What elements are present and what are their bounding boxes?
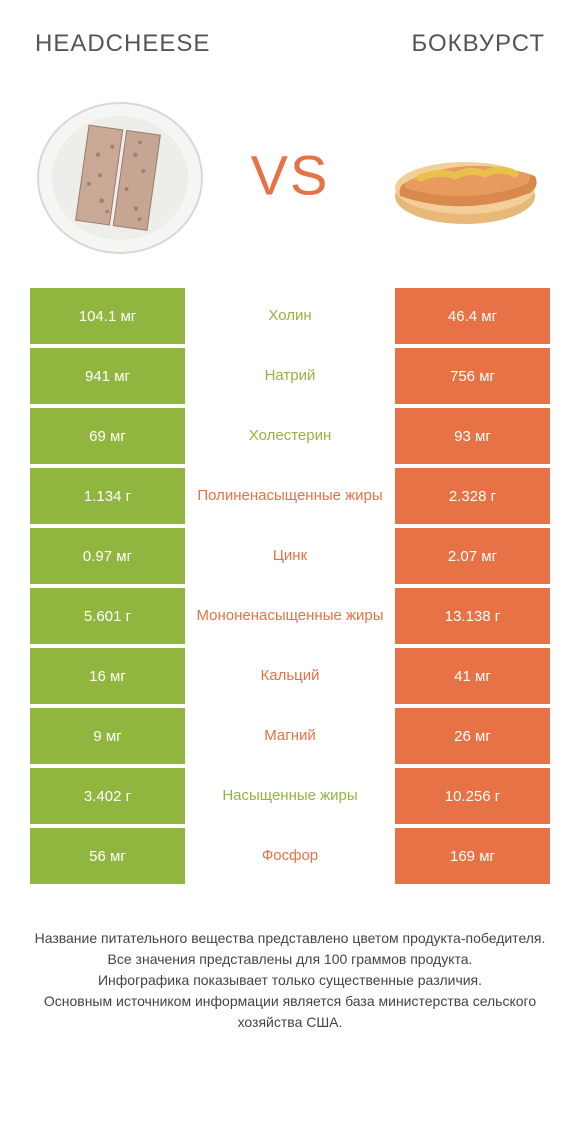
comparison-table: 104.1 мгХолин46.4 мг941 мгНатрий756 мг69…	[0, 288, 580, 884]
headcheese-image	[30, 88, 210, 258]
table-row: 941 мгНатрий756 мг	[30, 348, 550, 404]
table-row: 0.97 мгЦинк2.07 мг	[30, 528, 550, 584]
nutrient-label: Кальций	[185, 648, 395, 704]
bockwurst-image	[370, 88, 550, 258]
value-right: 2.328 г	[395, 468, 550, 524]
value-left: 3.402 г	[30, 768, 185, 824]
nutrient-label: Фосфор	[185, 828, 395, 884]
value-left: 104.1 мг	[30, 288, 185, 344]
table-row: 69 мгХолестерин93 мг	[30, 408, 550, 464]
nutrient-label: Магний	[185, 708, 395, 764]
table-row: 56 мгФосфор169 мг	[30, 828, 550, 884]
footer-line-2: Все значения представлены для 100 граммо…	[30, 949, 550, 970]
table-row: 9 мгМагний26 мг	[30, 708, 550, 764]
value-right: 10.256 г	[395, 768, 550, 824]
value-left: 1.134 г	[30, 468, 185, 524]
title-right: БОКВУРСТ	[411, 30, 545, 58]
footer-line-3: Инфографика показывает только существенн…	[30, 970, 550, 991]
header: HEADCHEESE БОКВУРСТ	[0, 0, 580, 68]
value-right: 93 мг	[395, 408, 550, 464]
footer-note: Название питательного вещества представл…	[0, 888, 580, 1033]
table-row: 104.1 мгХолин46.4 мг	[30, 288, 550, 344]
nutrient-label: Цинк	[185, 528, 395, 584]
footer-line-4: Основным источником информации является …	[30, 991, 550, 1033]
value-right: 2.07 мг	[395, 528, 550, 584]
title-left: HEADCHEESE	[35, 30, 210, 58]
nutrient-label: Натрий	[185, 348, 395, 404]
value-left: 5.601 г	[30, 588, 185, 644]
images-row: VS	[0, 68, 580, 288]
value-left: 9 мг	[30, 708, 185, 764]
nutrient-label: Холестерин	[185, 408, 395, 464]
vs-label: VS	[251, 142, 330, 207]
nutrient-label: Мононенасыщенные жиры	[185, 588, 395, 644]
table-row: 3.402 гНасыщенные жиры10.256 г	[30, 768, 550, 824]
nutrient-label: Насыщенные жиры	[185, 768, 395, 824]
value-left: 56 мг	[30, 828, 185, 884]
value-right: 26 мг	[395, 708, 550, 764]
value-right: 756 мг	[395, 348, 550, 404]
value-right: 13.138 г	[395, 588, 550, 644]
value-left: 69 мг	[30, 408, 185, 464]
nutrient-label: Полиненасыщенные жиры	[185, 468, 395, 524]
value-right: 46.4 мг	[395, 288, 550, 344]
table-row: 5.601 гМононенасыщенные жиры13.138 г	[30, 588, 550, 644]
footer-line-1: Название питательного вещества представл…	[30, 928, 550, 949]
table-row: 16 мгКальций41 мг	[30, 648, 550, 704]
table-row: 1.134 гПолиненасыщенные жиры2.328 г	[30, 468, 550, 524]
nutrient-label: Холин	[185, 288, 395, 344]
value-left: 941 мг	[30, 348, 185, 404]
value-right: 41 мг	[395, 648, 550, 704]
value-right: 169 мг	[395, 828, 550, 884]
value-left: 16 мг	[30, 648, 185, 704]
value-left: 0.97 мг	[30, 528, 185, 584]
